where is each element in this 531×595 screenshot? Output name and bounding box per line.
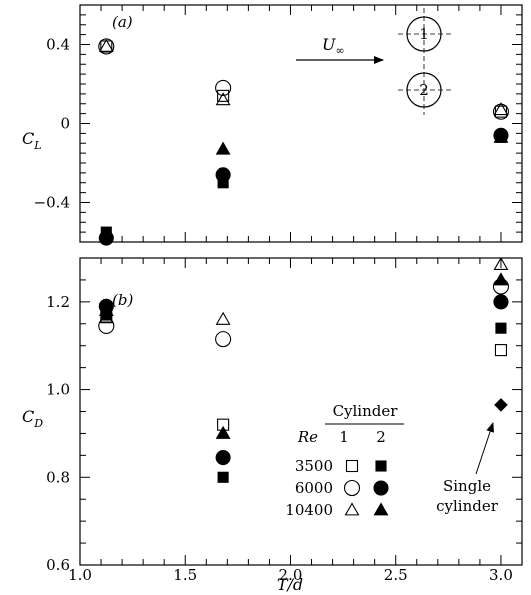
legend-marker-circle-open (343, 479, 361, 497)
panel-a-y-tick-labels: 0.4 0 −0.4 (34, 36, 70, 212)
legend-marker-triangle-filled (373, 502, 389, 516)
data-point-triangle-filled-re10400 (215, 425, 231, 439)
data-point-square-open-re3500 (494, 344, 508, 357)
data-point-circle-open-re6000 (215, 331, 232, 348)
panel-b: (b) CD T/d 0.6 0.8 1.0 1.2 1.0 1.5 2.0 2… (22, 256, 523, 594)
panel-a-ytick-label: 0.4 (46, 36, 70, 54)
panel-b-ytick-label: 0.8 (46, 468, 70, 486)
panel-a-label: (a) (112, 13, 133, 31)
freestream-label: U∞ (322, 35, 345, 57)
panel-b-xtick-label: 1.5 (173, 566, 197, 584)
panel-b-ytick-label: 0.6 (46, 556, 70, 574)
data-point-triangle-open-re10400 (215, 311, 231, 325)
data-point-triangle-open-re10400 (215, 92, 231, 106)
data-point-triangle-open-re10400 (98, 38, 114, 52)
legend-markers (343, 459, 389, 516)
annotation-arrow (475, 422, 494, 475)
data-point-triangle-filled-re10400 (215, 141, 231, 155)
data-point-circle-open-re6000 (215, 79, 232, 96)
panel-b-ylabel: CD (22, 407, 43, 430)
freestream-subscript: ∞ (335, 44, 344, 57)
data-point-triangle-open-re10400 (493, 256, 509, 271)
legend-re-value: 6000 (295, 479, 333, 497)
panel-a-ylabel-main: C (22, 129, 34, 148)
panel-a-frame (79, 4, 523, 243)
data-point-square-open-re3500 (217, 89, 230, 102)
legend-re-header: Re (297, 428, 318, 446)
single-cylinder-annotation: Single cylinder (436, 422, 499, 515)
panel-a-ytick-label: 0 (60, 115, 70, 133)
legend-col-2: 2 (376, 428, 386, 446)
panel-b-ylabel-sub: D (33, 417, 43, 430)
legend-marker-circle-filled (373, 480, 389, 496)
data-point-diamond-filled (494, 398, 508, 412)
panel-b-x-tick-labels: 1.0 1.5 2.0 2.5 3.0 (68, 566, 513, 584)
panel-a: (a) CL 0.4 0 −0.4 U∞ 1 2 (22, 4, 523, 246)
data-point-circle-filled-re6000 (215, 167, 231, 183)
panel-a-ylabel-sub: L (33, 139, 41, 152)
data-point-circle-filled-re6000 (493, 294, 509, 310)
panel-b-xtick-label: 1.0 (68, 566, 92, 584)
panel-b-ticks (79, 257, 523, 566)
data-point-square-filled-re3500 (495, 322, 507, 334)
panel-b-xtick-label: 3.0 (489, 566, 513, 584)
panel-a-ticks (79, 4, 523, 243)
data-point-triangle-filled-re10400 (98, 303, 114, 317)
legend: Cylinder Re 1 2 3500 6000 10400 (285, 402, 404, 519)
legend-marker-square-open (345, 459, 359, 473)
data-point-square-open-re3500 (494, 105, 508, 118)
cylinder-1-label: 1 (419, 25, 429, 43)
data-point-triangle-filled-re10400 (493, 272, 509, 286)
panel-b-marks (98, 256, 510, 483)
data-point-triangle-open-re10400 (493, 102, 509, 116)
data-point-triangle-filled-re10400 (98, 226, 114, 240)
legend-re-value: 10400 (285, 501, 333, 519)
panel-a-marks (98, 38, 510, 246)
data-point-triangle-filled-re10400 (493, 129, 509, 143)
panel-b-ytick-label: 1.0 (46, 381, 70, 399)
legend-title: Cylinder (333, 402, 399, 420)
panel-b-xtick-label: 2.0 (279, 566, 303, 584)
flow-diagram: U∞ 1 2 (296, 8, 452, 115)
cylinder-2-label: 2 (419, 81, 429, 99)
annotation-line-1: Single (443, 477, 491, 495)
panel-a-ytick-label: −0.4 (34, 194, 70, 212)
legend-marker-triangle-open (344, 502, 360, 516)
panel-b-label: (b) (112, 291, 133, 309)
data-point-circle-filled-re6000 (215, 449, 231, 466)
panel-b-xlabel: T/d (277, 575, 303, 594)
legend-col-1: 1 (339, 428, 349, 446)
annotation-line-2: cylinder (436, 497, 499, 515)
legend-marker-square-filled (375, 460, 387, 472)
legend-re-value: 3500 (295, 457, 333, 475)
panel-b-ytick-label: 1.2 (46, 293, 70, 311)
data-point-square-filled-re3500 (217, 471, 229, 483)
panel-b-y-tick-labels: 0.6 0.8 1.0 1.2 (46, 293, 70, 574)
panel-b-ylabel-main: C (22, 407, 34, 426)
freestream-symbol: U (322, 35, 336, 54)
panel-b-xtick-label: 2.5 (384, 566, 408, 584)
panel-a-ylabel: CL (22, 129, 42, 152)
